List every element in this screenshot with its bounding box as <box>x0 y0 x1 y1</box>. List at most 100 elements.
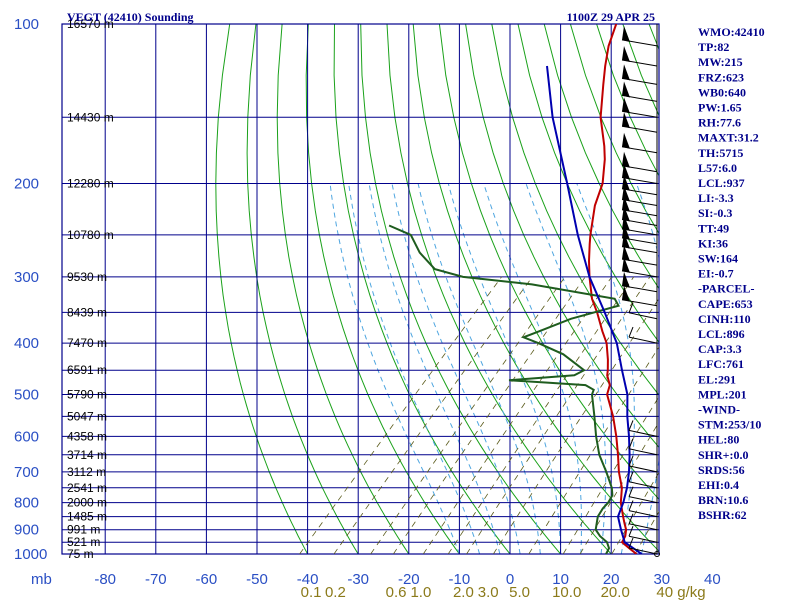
sounding-index: HEL:80 <box>698 433 739 447</box>
wind-barb-flag <box>628 471 634 482</box>
wind-barb <box>628 523 658 531</box>
wind-barb-flag <box>628 302 634 314</box>
wind-barb-pennant <box>622 25 630 42</box>
sounding-index: SW:164 <box>698 252 738 266</box>
sounding-index: TP:82 <box>698 40 729 54</box>
mixing-ratio-line <box>447 276 635 554</box>
wind-barb-pennant <box>622 45 630 62</box>
wind-barb-flag <box>628 420 634 431</box>
height-label: 991 m <box>67 523 100 537</box>
mixing-ratio-line <box>333 276 533 554</box>
wind-barb-flag <box>628 513 634 524</box>
sounding-index: EHI:0.4 <box>698 478 739 492</box>
height-label: 12280 m <box>67 177 114 191</box>
mixing-ratio-line <box>466 276 651 554</box>
pressure-tick-label: 1000 <box>14 546 47 563</box>
height-label: 14430 m <box>67 110 114 124</box>
wind-barb <box>628 510 658 518</box>
height-label: 3714 m <box>67 448 107 462</box>
height-label: 9530 m <box>67 270 107 284</box>
temperature-tick-label: -40 <box>297 571 319 588</box>
pressure-tick-label: 300 <box>14 269 39 286</box>
height-label: 4358 m <box>67 429 107 443</box>
height-label: 3112 m <box>67 465 106 479</box>
pressure-tick-label: 500 <box>14 387 39 404</box>
height-label: 2000 m <box>67 496 107 510</box>
temperature-tick-label: 40 <box>704 571 721 588</box>
sounding-index: SI:-0.3 <box>698 206 732 220</box>
temperature-tick-label: 30 <box>653 571 670 588</box>
pressure-unit-label: mb <box>31 571 52 588</box>
wind-barb-flag <box>628 537 634 549</box>
mixing-ratio-line <box>528 346 659 554</box>
mixing-ratio-lines <box>299 276 659 554</box>
wind-barb <box>628 312 658 320</box>
sounding-index: CAP:3.3 <box>698 342 742 356</box>
mixing-ratio-label: 10.0 <box>552 584 581 600</box>
pressure-tick-label: 900 <box>14 522 39 539</box>
sounding-index: MPL:201 <box>698 387 747 401</box>
wind-barb <box>628 429 658 437</box>
sounding-index: CAPE:653 <box>698 297 753 311</box>
mixing-ratio-label: 0.6 <box>386 584 407 600</box>
wind-barb-pennant <box>622 271 630 288</box>
temperature-tick-label: -60 <box>196 571 218 588</box>
height-label: 7470 m <box>67 336 107 350</box>
pressure-tick-label: 100 <box>14 16 39 33</box>
height-label: 2541 m <box>67 481 107 495</box>
mixing-ratio-label: 3.0 <box>478 584 499 600</box>
wind-barb <box>628 496 658 504</box>
sounding-index: EI:-0.7 <box>698 267 734 281</box>
parcel-trace <box>546 65 643 554</box>
sounding-index: LI:-3.3 <box>698 191 734 205</box>
mixing-ratio-label: 40 g/kg <box>656 584 705 600</box>
mixing-ratio-label: 0.2 <box>325 584 346 600</box>
sounding-index: TT:49 <box>698 221 729 235</box>
wind-barb-pennant <box>622 112 630 129</box>
temperature-tick-label: -20 <box>398 571 420 588</box>
sounding-index: SRDS:56 <box>698 463 745 477</box>
height-label: 75 m <box>67 547 94 561</box>
temperature-tick-label: 20 <box>603 571 620 588</box>
plot-frame <box>61 23 660 555</box>
wind-barb <box>628 448 658 456</box>
pressure-tick-label: 400 <box>14 335 39 352</box>
sounding-index: KI:36 <box>698 236 728 250</box>
sounding-index: LCL:937 <box>698 176 745 190</box>
pressure-tick-label: 600 <box>14 428 39 445</box>
moist-adiabat <box>391 183 521 554</box>
mixing-ratio-line <box>393 276 586 554</box>
height-label: 8439 m <box>67 305 107 319</box>
sounding-index: MAXT:31.2 <box>698 131 759 145</box>
mixing-ratio-label: 0.1 <box>301 584 322 600</box>
wind-barb <box>628 535 658 543</box>
wind-barbs-column <box>621 24 660 557</box>
moist-adiabat <box>368 183 501 554</box>
wind-barb-flag <box>628 486 634 497</box>
wind-barb-flag <box>628 326 634 338</box>
temperature-tick-label: -50 <box>246 571 268 588</box>
temperature-tick-label: -70 <box>145 571 167 588</box>
wind-barb <box>628 336 658 344</box>
sounding-index: LFC:761 <box>698 357 744 371</box>
sounding-index: BRN:10.6 <box>698 493 748 507</box>
height-label: 16570 m <box>67 17 114 31</box>
temperature-trace <box>587 24 638 554</box>
wind-barb <box>628 481 658 489</box>
sounding-index: SHR+:0.0 <box>698 448 749 462</box>
sounding-index: MW:215 <box>698 55 743 69</box>
sounding-index: CINH:110 <box>698 312 751 326</box>
pressure-tick-label: 700 <box>14 464 39 481</box>
sounding-index: WMO:42410 <box>698 25 765 39</box>
pressure-tick-label: 800 <box>14 495 39 512</box>
sounding-index: BSHR:62 <box>698 508 747 522</box>
sounding-index: L57:6.0 <box>698 161 737 175</box>
wind-barb <box>628 465 658 473</box>
mixing-ratio-line <box>370 276 566 554</box>
sounding-index: LCL:896 <box>698 327 745 341</box>
temperature-tick-label: -30 <box>347 571 369 588</box>
wind-barb-flag <box>628 438 634 450</box>
mixing-ratio-label: 20.0 <box>601 584 630 600</box>
